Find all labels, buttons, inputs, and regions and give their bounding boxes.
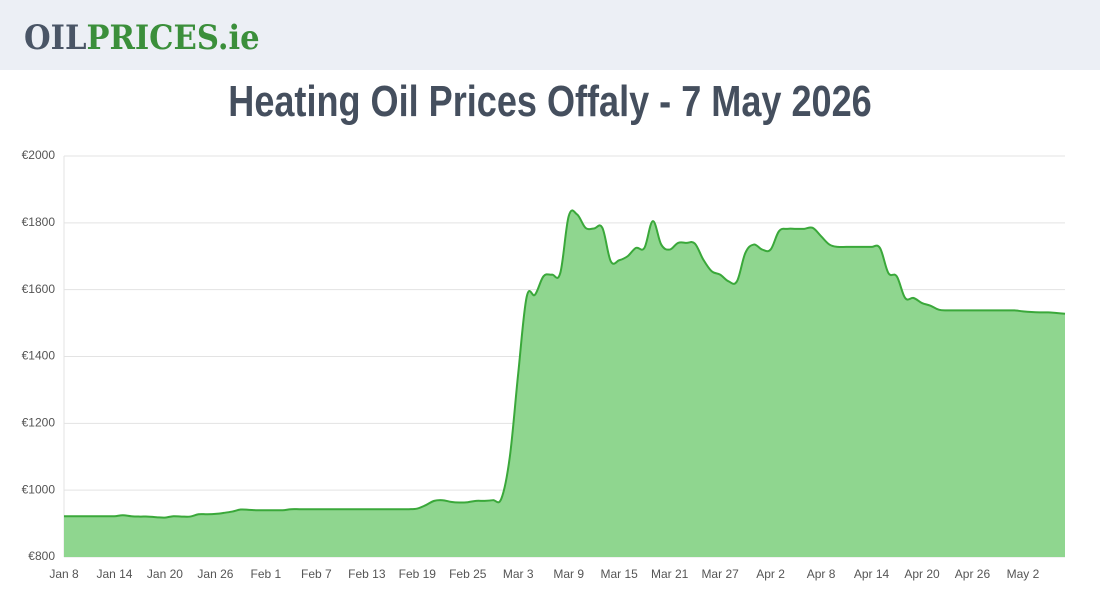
x-tick-label: Mar 3 <box>503 567 534 581</box>
y-tick-label: €1800 <box>22 215 56 229</box>
chart-title: Heating Oil Prices Offaly - 7 May 2026 <box>228 77 871 126</box>
x-tick-label: Jan 8 <box>49 567 79 581</box>
x-tick-label: Feb 19 <box>399 567 437 581</box>
x-tick-label: Apr 8 <box>807 567 836 581</box>
logo[interactable]: OILPRICES.ie <box>24 17 260 57</box>
y-tick-label: €1200 <box>22 416 56 430</box>
header-bar <box>0 0 1100 70</box>
x-tick-label: Feb 25 <box>449 567 487 581</box>
x-tick-label: Apr 20 <box>904 567 940 581</box>
x-tick-label: Apr 2 <box>756 567 785 581</box>
x-tick-label: Jan 14 <box>96 567 132 581</box>
x-tick-label: Feb 13 <box>348 567 386 581</box>
x-tick-label: Feb 7 <box>301 567 332 581</box>
y-tick-label: €1000 <box>22 482 56 496</box>
x-tick-label: Mar 21 <box>651 567 689 581</box>
x-tick-label: Jan 26 <box>197 567 233 581</box>
x-tick-label: Jan 20 <box>147 567 183 581</box>
line <box>64 209 1066 519</box>
y-tick-label: €1400 <box>22 349 56 363</box>
logo-part: OIL <box>24 17 87 57</box>
x-tick-label: Apr 26 <box>955 567 991 581</box>
y-tick-label: €2000 <box>22 148 56 162</box>
y-tick-label: €1600 <box>22 282 56 296</box>
area <box>64 210 1065 558</box>
x-tick-label: Apr 14 <box>854 567 890 581</box>
x-tick-label: May 2 <box>1007 567 1040 581</box>
x-tick-label: Mar 9 <box>553 567 584 581</box>
x-tick-label: Mar 15 <box>600 567 638 581</box>
y-tick-label: €800 <box>28 549 55 563</box>
logo-part: PRICES.ie <box>86 17 259 57</box>
x-tick-label: Feb 1 <box>251 567 282 581</box>
x-tick-label: Mar 27 <box>701 567 739 581</box>
